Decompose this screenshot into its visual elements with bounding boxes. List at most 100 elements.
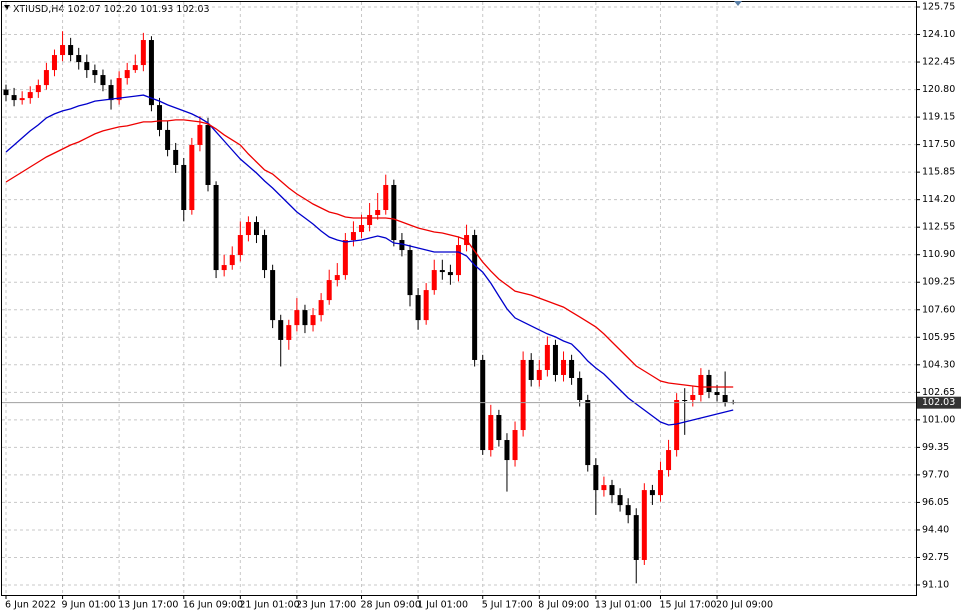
candle-body [221,265,227,271]
x-tick-label: 8 Jul 09:00 [538,600,589,611]
candle-body [3,89,9,96]
grid [2,2,916,595]
candle-body [229,255,235,266]
candle-body [173,149,179,165]
candle-body [205,124,211,185]
candle-body [706,374,712,392]
candle-body [132,65,138,71]
candle-body [714,391,720,395]
chart-shift-marker [734,1,742,6]
candle-body [286,325,292,340]
candle-body [496,415,502,441]
y-tick-label: 107.60 [922,304,955,315]
y-tick-label: 117.50 [922,139,955,150]
y-tick-label: 101.00 [922,414,955,425]
y-tick-label: 120.80 [922,84,955,95]
candle-body [431,270,437,291]
x-tick-label: 23 Jun 17:00 [296,600,356,611]
x-tick-label: 1 Jul 01:00 [417,600,468,611]
y-tick-label: 124.10 [922,29,955,40]
moving-average-line [5,94,734,426]
candle-body [278,320,284,340]
x-tick-label: 13 Jun 17:00 [118,600,178,611]
candle-body [520,359,526,431]
candle-body [609,485,615,496]
y-tick-label: 112.55 [922,222,955,233]
candle-body [334,275,340,281]
candle-body [35,85,41,93]
candle-body [359,225,365,233]
candle-body [455,245,461,276]
x-tick-label: 16 Jun 09:00 [183,600,243,611]
candle-body [552,344,558,375]
candle-body [140,40,146,66]
candle-body [722,394,728,403]
candle-body [633,515,639,560]
candle-body [148,40,154,106]
candle-body [536,369,542,380]
candle-body [92,70,98,76]
candle-body [617,495,623,506]
candle-body [27,92,33,99]
candle-body [690,394,696,401]
candle-body [19,98,25,101]
y-tick-label: 110.90 [922,249,955,260]
candle-body [480,359,486,451]
symbol-icon [4,5,10,10]
candle-body [561,359,567,375]
candle-body [407,250,413,296]
y-tick-label: 109.25 [922,277,955,288]
candle-body [270,270,276,321]
candle-body [593,465,599,491]
candle-body [60,45,66,56]
candle-body [157,105,163,130]
current-price-box [917,396,961,409]
y-tick-label: 94.40 [922,524,949,535]
candle-body [124,70,130,79]
candle-body [84,62,90,71]
x-tick-label: 5 Jul 17:00 [482,600,533,611]
candle-body [674,400,680,451]
candle-body [302,310,308,326]
y-tick-label: 91.10 [922,579,949,590]
x-tick-label: 28 Jun 09:00 [361,600,421,611]
candle-body [189,144,195,211]
candle-body [415,295,421,321]
candle-body [294,310,300,326]
y-tick-label: 115.85 [922,167,955,178]
candle-body [318,300,324,316]
candle-body [165,129,171,150]
candle-body [682,400,688,402]
candle-body [641,490,647,560]
candle-body [649,490,655,496]
candle-body [197,124,203,145]
candle-body [544,344,550,370]
candle-body [585,400,591,466]
candle-body [666,450,672,471]
candle-body [528,359,534,380]
candle-body [399,240,405,251]
candle-body [237,235,243,256]
candle-body [423,290,429,321]
candle-body [569,359,575,378]
candle-body [512,430,518,461]
candle-body [51,55,57,71]
candle-body [383,184,389,211]
y-tick-label: 102.65 [922,387,955,398]
candle-body [488,415,494,451]
y-tick-label: 122.45 [922,57,955,68]
candle-body [181,164,187,211]
candle-body [253,222,259,236]
ohlc-header: XTIUSD,H4 102.07 102.20 101.93 102.03 [13,4,210,15]
x-tick-label: 6 Jun 2022 [5,600,56,611]
candle-body [625,505,631,516]
y-tick-label: 97.70 [922,469,949,480]
candle-body [350,232,356,241]
candle-body [657,470,663,496]
candle-body [245,222,251,236]
candle-body [108,85,114,101]
y-tick-label: 92.75 [922,552,949,563]
y-tick-label: 99.35 [922,442,949,453]
candle-body [11,95,17,101]
